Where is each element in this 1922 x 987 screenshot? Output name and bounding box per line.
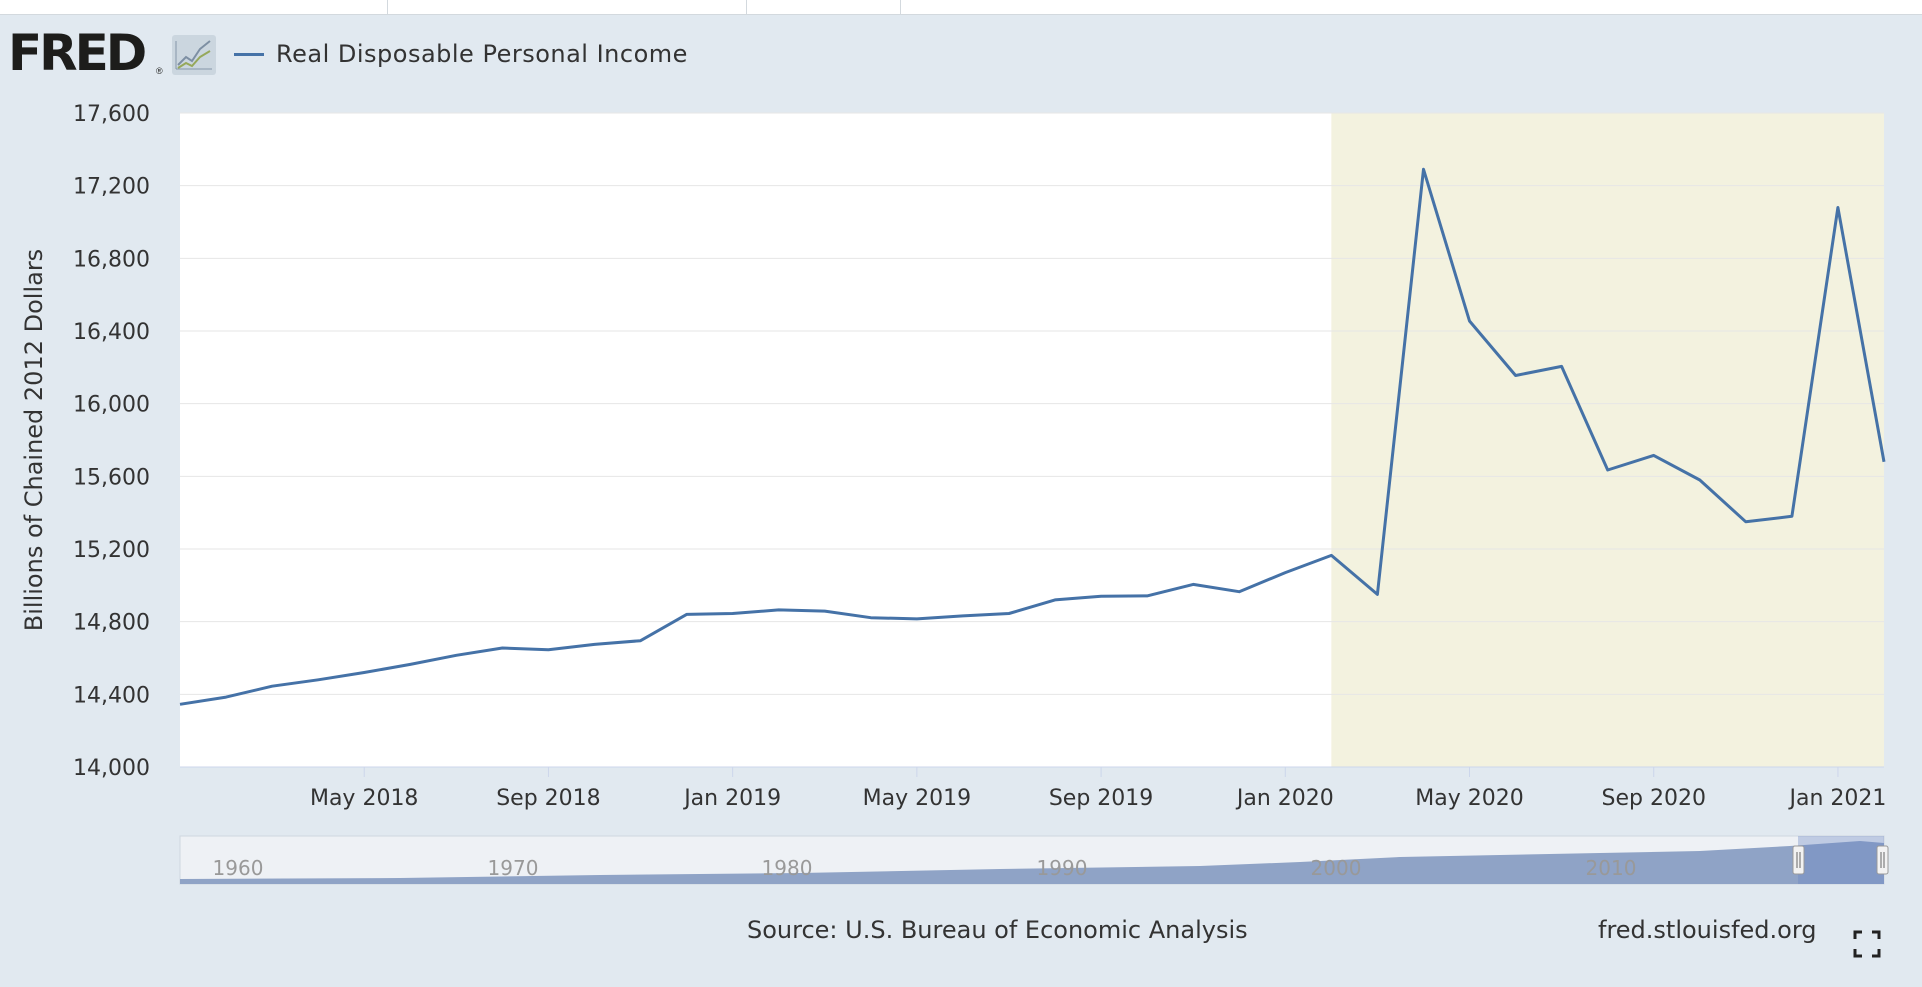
navigator-right-handle[interactable] [1876, 845, 1889, 875]
navigator-year-label: 1970 [488, 856, 539, 880]
x-tick-label: Jan 2020 [1235, 786, 1334, 811]
y-tick-label: 15,600 [73, 465, 150, 490]
x-tick-label: May 2019 [863, 786, 971, 811]
navigator-year-label: 1990 [1037, 856, 1088, 880]
y-tick-label: 14,800 [73, 611, 150, 636]
x-tick-label: Jan 2021 [1787, 786, 1886, 811]
x-tick-label: Sep 2018 [496, 786, 600, 811]
navigator-year-label: 1960 [213, 856, 264, 880]
toolbar-divider [746, 0, 747, 14]
y-tick-label: 17,200 [73, 175, 150, 200]
time-navigator[interactable]: 1960 1970 1980 1990 2000 2010 [179, 835, 1889, 885]
navigator-selection[interactable] [1798, 836, 1884, 884]
site-credit[interactable]: fred.stlouisfed.org [1598, 916, 1817, 944]
x-tick-label: Jan 2019 [682, 786, 781, 811]
fred-logo[interactable]: FRED [8, 24, 147, 82]
y-tick-label: 15,200 [73, 538, 150, 563]
navigator-labels: 1960 1970 1980 1990 2000 2010 [213, 856, 1637, 880]
chart-svg: 14,000 14,400 14,800 15,200 15,600 16,000 16,4… [73, 102, 1889, 885]
navigator-left-handle[interactable] [1792, 845, 1805, 875]
x-tick-label: Sep 2019 [1049, 786, 1153, 811]
recession-shading [1331, 113, 1884, 767]
fullscreen-icon-svg [1853, 930, 1881, 958]
y-tick-label: 17,600 [73, 102, 150, 127]
y-axis-ticks: 14,000 14,400 14,800 15,200 15,600 16,000 16,4… [73, 102, 150, 781]
legend-series-label[interactable]: Real Disposable Personal Income [276, 40, 688, 68]
x-tick-label: May 2020 [1415, 786, 1523, 811]
y-tick-label: 16,800 [73, 247, 150, 272]
legend-swatch [234, 52, 264, 56]
top-toolbar-strip [0, 0, 1922, 15]
fullscreen-icon[interactable] [1853, 930, 1881, 958]
navigator-year-label: 1980 [762, 856, 813, 880]
chart-legend: Real Disposable Personal Income [234, 38, 688, 70]
x-tick-label: May 2018 [310, 786, 418, 811]
y-tick-label: 14,000 [73, 756, 150, 781]
navigator-area [180, 841, 1884, 884]
toolbar-divider [387, 0, 388, 14]
series-line-real-disposable-personal-income[interactable] [179, 167, 1886, 706]
toolbar-divider [900, 0, 901, 14]
navigator-year-label: 2010 [1586, 856, 1637, 880]
registered-mark: ® [156, 66, 163, 76]
line-graph-icon[interactable] [172, 35, 216, 75]
y-tick-label: 16,400 [73, 320, 150, 345]
line-graph-icon-svg [175, 40, 212, 70]
y-tick-label: 16,000 [73, 393, 150, 418]
gridlines [180, 112, 1884, 695]
x-axis-ticks: May 2018 Sep 2018 Jan 2019 May 2019 Sep 2019… [310, 767, 1886, 811]
y-tick-label: 14,400 [73, 683, 150, 708]
source-note: Source: U.S. Bureau of Economic Analysis [747, 916, 1248, 944]
x-tick-label: Sep 2020 [1602, 786, 1706, 811]
navigator-year-label: 2000 [1311, 856, 1362, 880]
